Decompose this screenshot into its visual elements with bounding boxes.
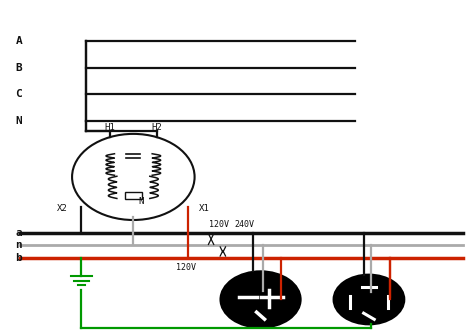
Text: X1: X1	[199, 204, 210, 213]
Text: H2: H2	[152, 123, 162, 132]
Text: 120V: 120V	[176, 263, 196, 272]
Circle shape	[334, 275, 404, 324]
Text: N: N	[16, 116, 22, 126]
Text: A: A	[16, 36, 22, 46]
Text: X2: X2	[56, 204, 67, 213]
Text: n: n	[16, 240, 22, 250]
Text: 240V: 240V	[235, 220, 255, 229]
Text: B: B	[16, 63, 22, 72]
Text: C: C	[16, 89, 22, 99]
Text: b: b	[16, 253, 22, 263]
Text: N: N	[138, 197, 144, 206]
Text: a: a	[16, 228, 22, 238]
Text: 120V: 120V	[209, 220, 229, 229]
Text: H1: H1	[104, 123, 115, 132]
Bar	[125, 192, 142, 199]
Circle shape	[220, 271, 301, 328]
